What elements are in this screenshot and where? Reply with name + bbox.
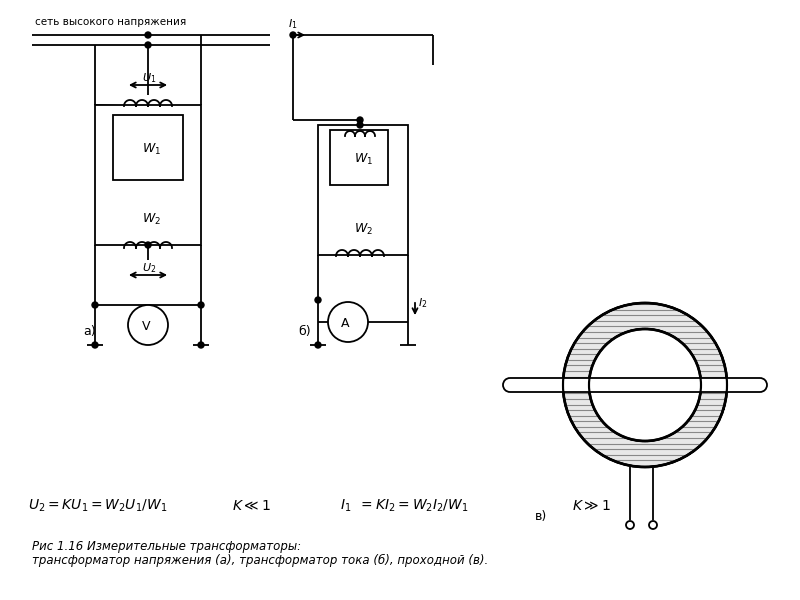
Text: Рис 1.16 Измерительные трансформаторы:: Рис 1.16 Измерительные трансформаторы: bbox=[32, 540, 301, 553]
Circle shape bbox=[145, 242, 151, 248]
Text: трансформатор напряжения (а), трансформатор тока (б), проходной (в).: трансформатор напряжения (а), трансформа… bbox=[32, 554, 488, 567]
Circle shape bbox=[589, 329, 701, 441]
Circle shape bbox=[563, 303, 727, 467]
Bar bbox=[510, 378, 760, 392]
Text: $I_1\;\; = KI_2 = W_2I_2/W_1$: $I_1\;\; = KI_2 = W_2I_2/W_1$ bbox=[340, 498, 469, 514]
Bar bbox=[318, 125, 408, 255]
Text: $I_1$: $I_1$ bbox=[288, 17, 298, 31]
Bar bbox=[113, 115, 183, 180]
Circle shape bbox=[92, 342, 98, 348]
Circle shape bbox=[145, 42, 151, 48]
Text: A: A bbox=[341, 317, 350, 330]
Circle shape bbox=[92, 302, 98, 308]
Text: сеть высокого напряжения: сеть высокого напряжения bbox=[35, 17, 186, 27]
Text: $I_2$: $I_2$ bbox=[418, 296, 427, 310]
Circle shape bbox=[290, 32, 296, 38]
Bar bbox=[95, 105, 201, 245]
Text: $W_1$: $W_1$ bbox=[354, 151, 373, 167]
Circle shape bbox=[328, 302, 368, 342]
Text: в): в) bbox=[535, 510, 547, 523]
Text: $U_1$: $U_1$ bbox=[142, 71, 156, 85]
Text: $U_2 = KU_1 = W_2U_1/W_1$: $U_2 = KU_1 = W_2U_1/W_1$ bbox=[28, 498, 167, 514]
Text: $U_2$: $U_2$ bbox=[142, 261, 156, 275]
Circle shape bbox=[626, 521, 634, 529]
Text: $K \gg 1$: $K \gg 1$ bbox=[572, 499, 610, 513]
Circle shape bbox=[649, 521, 657, 529]
Text: V: V bbox=[142, 320, 150, 333]
Circle shape bbox=[198, 342, 204, 348]
Circle shape bbox=[145, 32, 151, 38]
Circle shape bbox=[198, 302, 204, 308]
Text: $W_2$: $W_2$ bbox=[354, 222, 373, 237]
Circle shape bbox=[128, 305, 168, 345]
Text: а): а) bbox=[83, 325, 96, 338]
Circle shape bbox=[315, 342, 321, 348]
Text: б): б) bbox=[298, 325, 310, 338]
Text: $W_1$: $W_1$ bbox=[142, 142, 161, 157]
Circle shape bbox=[357, 117, 363, 123]
Text: $K \ll 1$: $K \ll 1$ bbox=[232, 499, 270, 513]
Circle shape bbox=[315, 297, 321, 303]
Bar bbox=[330, 130, 388, 185]
Text: $W_2$: $W_2$ bbox=[142, 212, 161, 227]
Circle shape bbox=[357, 122, 363, 128]
Circle shape bbox=[589, 329, 701, 441]
